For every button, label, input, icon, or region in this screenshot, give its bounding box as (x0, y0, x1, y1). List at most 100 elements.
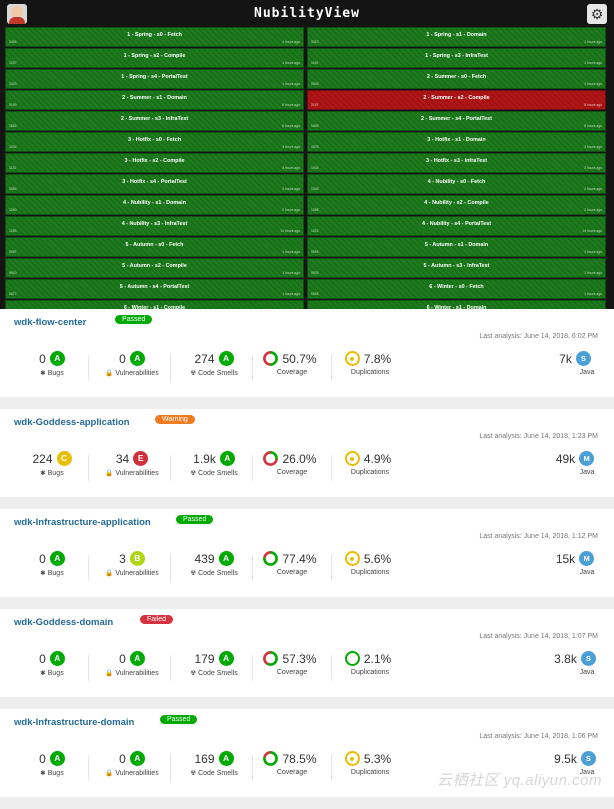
build-tile[interactable]: 2 - Summer - s1 - Domain 2190 8 hours ago (5, 90, 304, 110)
divider (88, 655, 89, 681)
coverage-metric[interactable]: 26.0% Coverage (256, 451, 328, 483)
project-name-link[interactable]: wdk-Goddess-domain (14, 617, 114, 628)
build-tile[interactable]: 4 - Nubility - s3 - InfraTest 1255 14 hour… (5, 216, 304, 236)
build-tile[interactable]: 1 - Spring - s0 - Fetch 3456 1 hours ago (5, 27, 304, 47)
build-job-name: 6 - Winter - s0 - Fetch (429, 284, 484, 290)
size-value: 9.5k (554, 751, 577, 766)
duplications-label: Duplications (350, 669, 390, 676)
build-tile[interactable]: 5 - Autumn - s1 - Domain 0954 1 hours ago (307, 237, 606, 257)
coverage-value: 26.0% (282, 451, 317, 466)
build-job-name: 1 - Spring - s3 - InfraTest (425, 53, 488, 59)
build-tile[interactable]: 1 - Spring - s1 - Domain 3310 1 hours ago (307, 27, 606, 47)
build-tile[interactable]: 3 - Hotfix - s1 - Domain 4578 3 hours ago (307, 132, 606, 152)
vulnerabilities-rating: B (129, 551, 145, 566)
duplications-metric[interactable]: 2.1% Duplications (335, 651, 405, 683)
build-age: 1 hours ago (282, 82, 300, 86)
vulnerabilities-rating: A (129, 651, 145, 666)
jenkins-logo-icon[interactable] (7, 4, 27, 24)
project-name-link[interactable]: wdk-flow-center (14, 317, 87, 328)
coverage-metric[interactable]: 57.3% Coverage (256, 651, 328, 683)
vulnerabilities-metric[interactable]: 0 A 🔒 Vulnerabilities (92, 751, 172, 783)
divider (170, 555, 171, 581)
build-tile[interactable]: 5 - Autumn - s0 - Fetch 0987 1 hours ago (5, 237, 304, 257)
build-number: 3456 (9, 40, 17, 44)
bugs-label: Bugs (47, 370, 64, 377)
build-tile[interactable]: 5 - Autumn - s3 - InfraTest 0902 1 hours a… (307, 258, 606, 278)
build-age: 8 hours ago (282, 124, 300, 128)
build-tile[interactable]: 3 - Hotfix - s4 - PortalTest 0956 3 hours … (5, 174, 304, 194)
build-job-name: 1 - Spring - s0 - Fetch (127, 32, 182, 38)
build-number: 0956 (9, 187, 17, 191)
build-tile[interactable]: 4 - Nubility - s4 - PortalTest 1201 14 hou… (307, 216, 606, 236)
duplications-metric[interactable]: 5.3% Duplications (335, 751, 405, 783)
code-smells-metric[interactable]: 439 A ☢ Code Smells (176, 551, 252, 583)
build-age: 2 hours ago (282, 208, 300, 212)
size-metric[interactable]: 3.8k S Java (548, 651, 602, 683)
vulnerabilities-metric[interactable]: 3 B 🔒 Vulnerabilities (92, 551, 172, 583)
build-tile[interactable]: 2 - Summer - s0 - Fetch 2845 1 hours ago (307, 69, 606, 89)
vulnerabilities-rating: A (129, 751, 145, 766)
radiation-icon: ☢ (190, 770, 197, 777)
build-tile[interactable]: 5 - Autumn - s2 - Compile 0910 1 hours ago (5, 258, 304, 278)
duplications-metric[interactable]: 7.8% Duplications (335, 351, 405, 383)
build-tile[interactable]: 2 - Summer - s2 - Compile 2167 8 hours ago (307, 90, 606, 110)
build-age: 8 hours ago (584, 124, 602, 128)
project-name-link[interactable]: wdk-Infrastructure-application (14, 517, 151, 528)
bugs-metric[interactable]: 0 A ✱ Bugs (22, 651, 82, 683)
build-tile[interactable]: 2 - Summer - s3 - InfraTest 1862 8 hours a… (5, 111, 304, 131)
build-age: 3 hours ago (282, 187, 300, 191)
vulnerabilities-metric[interactable]: 34 E 🔒 Vulnerabilities (92, 451, 172, 483)
bugs-metric[interactable]: 0 A ✱ Bugs (22, 351, 82, 383)
build-tile[interactable]: 3 - Hotfix - s3 - InfraTest 1034 3 hours a… (307, 153, 606, 173)
build-tile[interactable]: 6 - Winter - s0 - Fetch 0654 1 hours ago (307, 279, 606, 299)
build-tile[interactable]: 4 - Nubility - s2 - Compile 1288 2 hours a… (307, 195, 606, 215)
build-tile[interactable]: 3 - Hotfix - s0 - Fetch 1234 3 hours ago (5, 132, 304, 152)
build-tile[interactable]: 4 - Nubility - s1 - Domain 1290 2 hours ag… (5, 195, 304, 215)
size-metric[interactable]: 9.5k S Java (548, 751, 602, 783)
coverage-metric[interactable]: 50.7% Coverage (256, 351, 328, 383)
quality-gate-badge: Passed (176, 515, 214, 524)
code-smells-metric[interactable]: 1.9k A ☢ Code Smells (176, 451, 252, 483)
build-tile[interactable]: 1 - Spring - s4 - PortalTest 1023 1 hours … (5, 69, 304, 89)
bugs-metric[interactable]: 0 A ✱ Bugs (22, 551, 82, 583)
build-tile[interactable]: 1 - Spring - s2 - Compile 1247 1 hours ago (5, 48, 304, 68)
vulnerabilities-metric[interactable]: 0 A 🔒 Vulnerabilities (92, 351, 172, 383)
build-job-name: 2 - Summer - s0 - Fetch (426, 74, 487, 80)
watermark: 云栖社区 yq.aliyun.com (437, 772, 602, 789)
divider (252, 355, 253, 381)
code-smells-metric[interactable]: 169 A ☢ Code Smells (176, 751, 252, 783)
size-rating-badge: S (575, 351, 591, 366)
build-number: 0987 (9, 250, 17, 254)
gear-icon[interactable]: ⚙ (587, 4, 607, 24)
vulnerabilities-label: Vulnerabilities (115, 770, 159, 777)
build-tile[interactable]: 5 - Autumn - s4 - PortalTest 0877 1 hours … (5, 279, 304, 299)
size-metric[interactable]: 49k M Java (548, 451, 602, 483)
coverage-metric[interactable]: 77.4% Coverage (256, 551, 328, 583)
duplications-metric[interactable]: 5.6% Duplications (335, 551, 405, 583)
build-age: 3 hours ago (282, 145, 300, 149)
build-job-name: 6 - Winter - s1 - Domain (426, 305, 487, 311)
coverage-metric[interactable]: 78.5% Coverage (256, 751, 328, 783)
duplications-value: 2.1% (363, 651, 392, 666)
build-tile[interactable]: 4 - Nubility - s0 - Fetch 1345 2 hours ago (307, 174, 606, 194)
vulnerabilities-metric[interactable]: 0 A 🔒 Vulnerabilities (92, 651, 172, 683)
project-name-link[interactable]: wdk-Infrastructure-domain (14, 717, 135, 728)
code-smells-value: 274 (194, 351, 215, 366)
bugs-metric[interactable]: 0 A ✱ Bugs (22, 751, 82, 783)
code-smells-label: Code Smells (198, 770, 238, 777)
build-number: 4578 (311, 145, 319, 149)
build-tile[interactable]: 3 - Hotfix - s2 - Compile 1120 3 hours ago (5, 153, 304, 173)
build-job-name: 5 - Autumn - s4 - PortalTest (119, 284, 190, 290)
size-metric[interactable]: 15k M Java (548, 551, 602, 583)
bugs-metric[interactable]: 224 C ✱ Bugs (22, 451, 82, 483)
build-tile[interactable]: 1 - Spring - s3 - InfraTest 1150 1 hours a… (307, 48, 606, 68)
code-smells-metric[interactable]: 179 A ☢ Code Smells (176, 651, 252, 683)
size-metric[interactable]: 7k S Java (548, 351, 602, 383)
size-rating-badge: S (580, 651, 596, 666)
code-smells-metric[interactable]: 274 A ☢ Code Smells (176, 351, 252, 383)
project-name-link[interactable]: wdk-Goddess-application (14, 417, 130, 428)
duplications-metric[interactable]: 4.9% Duplications (335, 451, 405, 483)
build-job-name: 4 - Nubility - s0 - Fetch (427, 179, 486, 185)
build-tile[interactable]: 2 - Summer - s4 - PortalTest 1659 8 hours … (307, 111, 606, 131)
coverage-label: Coverage (276, 369, 308, 376)
